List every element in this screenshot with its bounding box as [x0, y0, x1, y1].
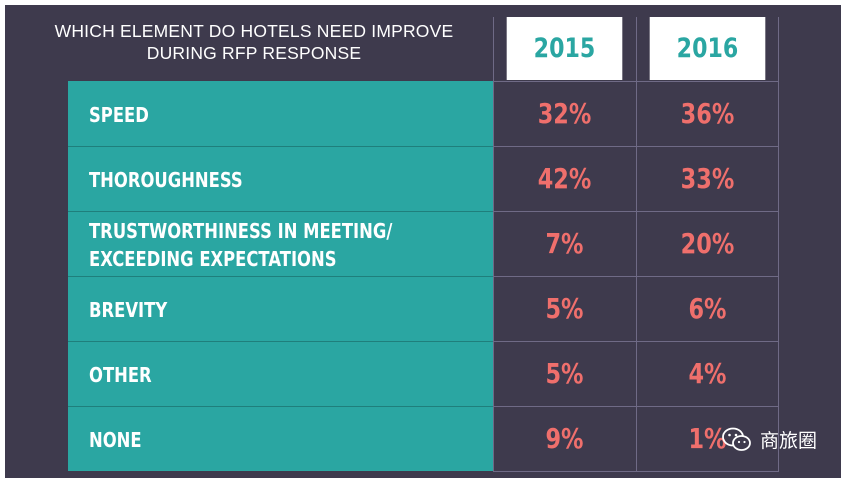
value-cell-2016: 6%: [688, 292, 727, 325]
value-cell-2015: 7%: [545, 227, 584, 260]
value-cell-2015: 5%: [545, 292, 584, 325]
row-label: BREVITY: [89, 297, 168, 322]
watermark-text: 商旅圈: [760, 430, 818, 452]
watermark: 商旅圈: [722, 426, 817, 453]
wechat-icon: [722, 427, 751, 451]
row-label: EXCEEDING EXPECTATIONS: [89, 246, 337, 271]
value-cell-2016: 20%: [680, 227, 735, 260]
title-line-2: DURING RFP RESPONSE: [146, 43, 362, 63]
row-label: OTHER: [89, 362, 152, 387]
value-cell-2015: 32%: [537, 97, 592, 130]
column-header-2015: 2015: [506, 17, 623, 80]
row-label: SPEED: [89, 102, 149, 127]
value-cell-2015: 42%: [537, 162, 592, 195]
title-line-1: WHICH ELEMENT DO HOTELS NEED IMPROVE: [54, 21, 454, 41]
value-cell-2016: 33%: [680, 162, 735, 195]
value-cell-2016: 4%: [688, 357, 727, 390]
value-cell-2016: 1%: [688, 422, 727, 455]
column-header-2016: 2016: [649, 17, 766, 80]
chart-title: WHICH ELEMENT DO HOTELS NEED IMPROVE DUR…: [25, 20, 483, 64]
value-cell-2016: 36%: [680, 97, 735, 130]
row-label: NONE: [89, 427, 142, 452]
value-cell-2015: 9%: [545, 422, 584, 455]
row-label: TRUSTWORTHINESS IN MEETING/: [89, 218, 393, 243]
row-label: THOROUGHNESS: [89, 167, 243, 192]
value-cell-2015: 5%: [545, 357, 584, 390]
